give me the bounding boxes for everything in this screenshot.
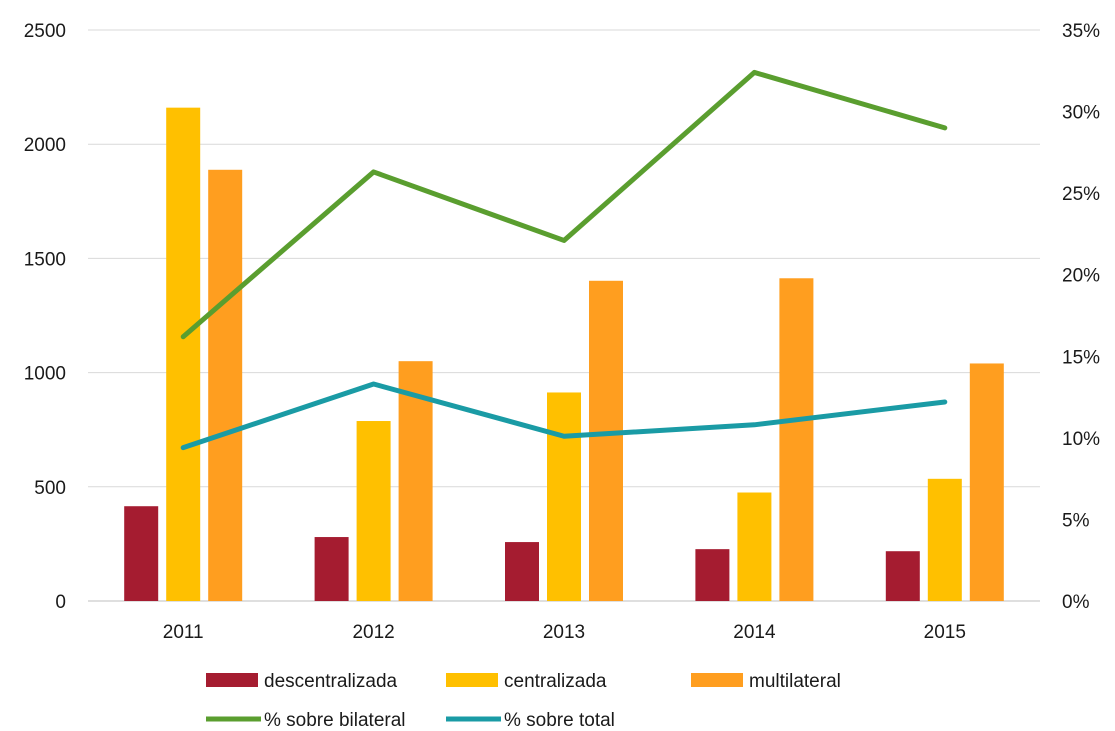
left-tick-label: 2000 [24,135,66,156]
bar-centralizada [547,392,581,601]
legend-swatch-centralizada [446,673,498,687]
bar-multilateral [969,363,1004,601]
left-tick-label: 2500 [24,21,66,42]
legend-label-centralizada: centralizada [504,671,607,692]
line--sobre-bilateral [180,69,948,340]
right-tick-label: 5% [1062,510,1090,531]
legend-label-descentralizada: descentralizada [264,671,398,692]
left-tick-label: 1000 [24,364,66,385]
bar-descentralizada [885,551,920,601]
bar-descentralizada [124,506,159,601]
left-tick-label: 1500 [24,249,66,270]
bar-centralizada [737,492,772,601]
x-tick-label: 2014 [733,622,776,643]
right-axis-tick-labels: 0% 5% 10% 15% 20% 25% 30% 35% [1062,21,1100,613]
legend-swatch-descentralizada [206,673,258,687]
right-tick-label: 25% [1062,184,1100,205]
right-tick-label: 0% [1062,592,1090,613]
right-tick-label: 20% [1062,266,1100,287]
lines-layer [180,69,948,451]
left-axis-tick-labels: 0 500 1000 1500 2000 2500 [24,21,66,613]
x-tick-label: 2013 [543,622,585,643]
x-tick-label: 2015 [924,622,966,643]
right-tick-label: 35% [1062,21,1100,42]
right-tick-label: 10% [1062,429,1100,450]
gridlines [88,29,1040,602]
bar-descentralizada [505,542,539,601]
legend-label-multilateral: multilateral [749,671,841,692]
right-tick-label: 30% [1062,103,1100,124]
x-axis-tick-labels: 2011 2012 2013 2014 2015 [163,622,966,643]
bar-centralizada [927,478,962,601]
legend-label--sobre-bilateral: % sobre bilateral [264,710,406,731]
bar-descentralizada [695,549,730,601]
legend: descentralizada centralizada multilateral%… [206,671,841,731]
line--sobre-total [180,381,948,451]
left-tick-label: 0 [55,592,66,613]
bar-centralizada [166,107,201,601]
left-tick-label: 500 [34,478,66,499]
bar-multilateral [208,169,243,601]
bars-layer [124,107,1004,601]
x-tick-label: 2012 [352,622,394,643]
legend-label--sobre-total: % sobre total [504,710,615,731]
bar-descentralizada [314,537,349,601]
bar-multilateral [589,280,623,601]
legend-swatch-multilateral [691,673,743,687]
bar-centralizada [356,421,391,601]
bar-multilateral [779,278,814,601]
x-tick-label: 2011 [163,622,204,643]
right-tick-label: 15% [1062,347,1100,368]
